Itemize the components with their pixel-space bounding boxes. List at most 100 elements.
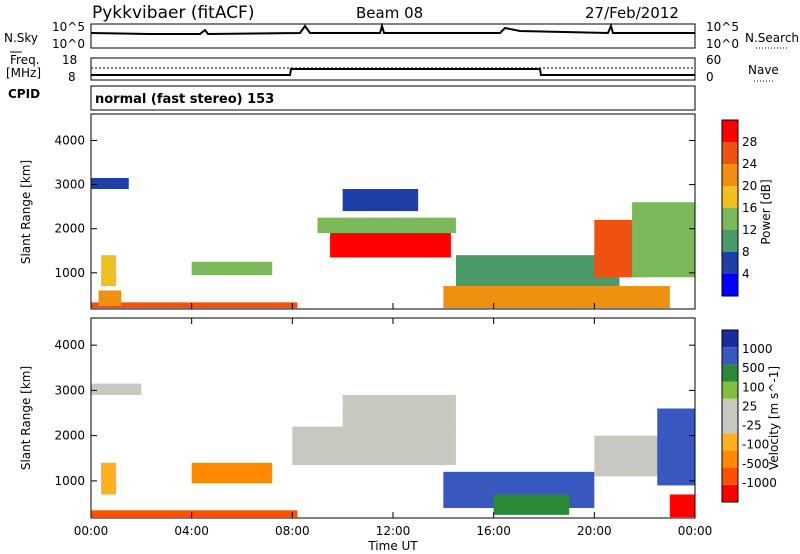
noise-sky-trace xyxy=(90,22,695,36)
power-colorbar-swatch xyxy=(722,230,738,252)
velocity-colorbar: -1000 -500 -100 -25 25 100 500 1000 xyxy=(721,329,777,503)
noise-tick-right-bottom: 10^0 xyxy=(706,37,739,51)
velocity-cell xyxy=(669,494,695,518)
velocity-colorbar-tick: 1000 xyxy=(742,342,773,356)
power-colorbar-swatch xyxy=(722,208,738,230)
time-tick-label: 00:00 xyxy=(678,524,713,538)
velocity-y-ticks: 1000 2000 3000 4000 xyxy=(54,338,695,488)
power-colorbar-tick: 4 xyxy=(742,267,750,281)
power-cell xyxy=(342,189,419,212)
velocity-cell xyxy=(91,383,142,395)
velocity-colorbar-swatch xyxy=(722,398,738,416)
power-cell xyxy=(91,302,298,309)
power-colorbar-label: Power [dB] xyxy=(759,179,773,244)
power-colorbar-tick: 12 xyxy=(742,223,757,237)
velocity-colorbar-tick: -25 xyxy=(742,419,762,433)
power-colorbar-tick: 8 xyxy=(742,245,750,259)
power-colorbar-swatch xyxy=(722,164,738,186)
velocity-ytick-label: 2000 xyxy=(54,429,85,443)
velocity-heatmap-cells xyxy=(91,383,695,518)
time-axis-ticks: 00:00 04:00 08:00 12:00 16:00 20:00 00:00 xyxy=(74,303,713,538)
cpid-panel-frame xyxy=(90,85,696,111)
freq-label-left-2: [MHz] xyxy=(6,66,41,80)
freq-label-right: Nave xyxy=(748,63,779,77)
power-cell xyxy=(632,202,695,278)
velocity-colorbar-swatch xyxy=(722,450,738,468)
time-tick-label: 04:00 xyxy=(174,524,209,538)
velocity-panel: 1000 2000 3000 4000 Slant Range [km] xyxy=(19,317,696,519)
power-cell xyxy=(330,228,451,258)
power-cell xyxy=(101,255,117,287)
velocity-colorbar-swatch xyxy=(722,330,738,348)
power-cell xyxy=(443,286,670,309)
velocity-colorbar-tick: -500 xyxy=(742,457,769,471)
power-ytick-label: 1000 xyxy=(54,266,85,280)
velocity-colorbar-frame xyxy=(721,329,739,503)
velocity-colorbar-swatch xyxy=(722,433,738,451)
velocity-colorbar-label: Velocity [m s^-1] xyxy=(767,366,781,470)
velocity-cell xyxy=(101,462,117,495)
power-colorbar-swatch xyxy=(722,252,738,274)
power-cell xyxy=(91,177,129,189)
cpid-label: CPID xyxy=(8,87,40,101)
power-cell xyxy=(191,261,273,276)
velocity-colorbar-tick: 25 xyxy=(742,399,757,413)
velocity-ytick-label: 4000 xyxy=(54,338,85,352)
freq-tick-left-top: 18 xyxy=(62,53,77,67)
power-panel: 1000 2000 3000 4000 Slant Range [km] xyxy=(19,113,696,310)
time-axis-label: Time UT xyxy=(367,539,418,553)
time-tick-label: 08:00 xyxy=(275,524,310,538)
time-tick-label: 12:00 xyxy=(376,524,411,538)
velocity-colorbar-tick: 500 xyxy=(742,361,765,375)
velocity-colorbar-tick: -1000 xyxy=(742,476,777,490)
time-tick-label: 20:00 xyxy=(577,524,612,538)
power-cell xyxy=(98,290,122,306)
noise-label-left: N.Sky xyxy=(4,31,38,45)
cpid-text: normal (fast stereo) 153 xyxy=(95,92,274,107)
velocity-colorbar-tick: 100 xyxy=(742,380,765,394)
power-colorbar-tick: 20 xyxy=(742,179,757,193)
power-colorbar-frame xyxy=(721,119,739,297)
velocity-colorbar-swatch xyxy=(722,416,738,434)
velocity-cell xyxy=(342,394,456,427)
freq-tick-right-top: 60 xyxy=(706,53,721,67)
power-ylabel: Slant Range [km] xyxy=(19,160,33,264)
velocity-cell xyxy=(191,462,273,484)
noise-panel-frame xyxy=(90,23,696,49)
noise-tick-left-bottom: 10^0 xyxy=(52,37,85,51)
velocity-ytick-label: 1000 xyxy=(54,474,85,488)
freq-trace xyxy=(91,68,695,76)
velocity-ylabel: Slant Range [km] xyxy=(19,366,33,470)
power-ytick-label: 2000 xyxy=(54,222,85,236)
velocity-colorbar-swatch xyxy=(722,381,738,399)
freq-tick-right-bottom: 0 xyxy=(706,70,714,84)
time-tick-label: 16:00 xyxy=(476,524,511,538)
power-cell xyxy=(455,255,620,287)
velocity-colorbar-tick: -100 xyxy=(742,438,769,452)
noise-tick-right-top: 10^5 xyxy=(706,20,739,34)
power-colorbar-tick: 16 xyxy=(742,201,757,215)
velocity-cell xyxy=(657,408,695,486)
freq-tick-left-bottom: 8 xyxy=(68,70,76,84)
power-colorbar-tick: 28 xyxy=(742,135,757,149)
power-ytick-label: 4000 xyxy=(54,133,85,147)
power-colorbar-tick: 24 xyxy=(742,157,757,171)
date-title: 27/Feb/2012 xyxy=(585,4,679,22)
power-colorbar-swatch xyxy=(722,274,738,296)
noise-tick-left-top: 10^5 xyxy=(52,20,85,34)
power-cell xyxy=(317,217,456,234)
time-tick-label: 00:00 xyxy=(74,524,109,538)
power-colorbar-swatch xyxy=(722,120,738,142)
velocity-cell xyxy=(292,426,456,466)
power-y-ticks: 1000 2000 3000 4000 xyxy=(54,133,695,280)
velocity-cell xyxy=(91,510,298,518)
power-colorbar-swatch xyxy=(722,186,738,208)
power-heatmap-cells xyxy=(91,177,695,309)
power-colorbar-swatch xyxy=(722,142,738,164)
velocity-colorbar-swatch xyxy=(722,347,738,365)
velocity-ytick-label: 3000 xyxy=(54,383,85,397)
velocity-cell xyxy=(493,494,570,515)
noise-label-right: N.Search xyxy=(745,31,799,45)
velocity-colorbar-swatch xyxy=(722,484,738,502)
